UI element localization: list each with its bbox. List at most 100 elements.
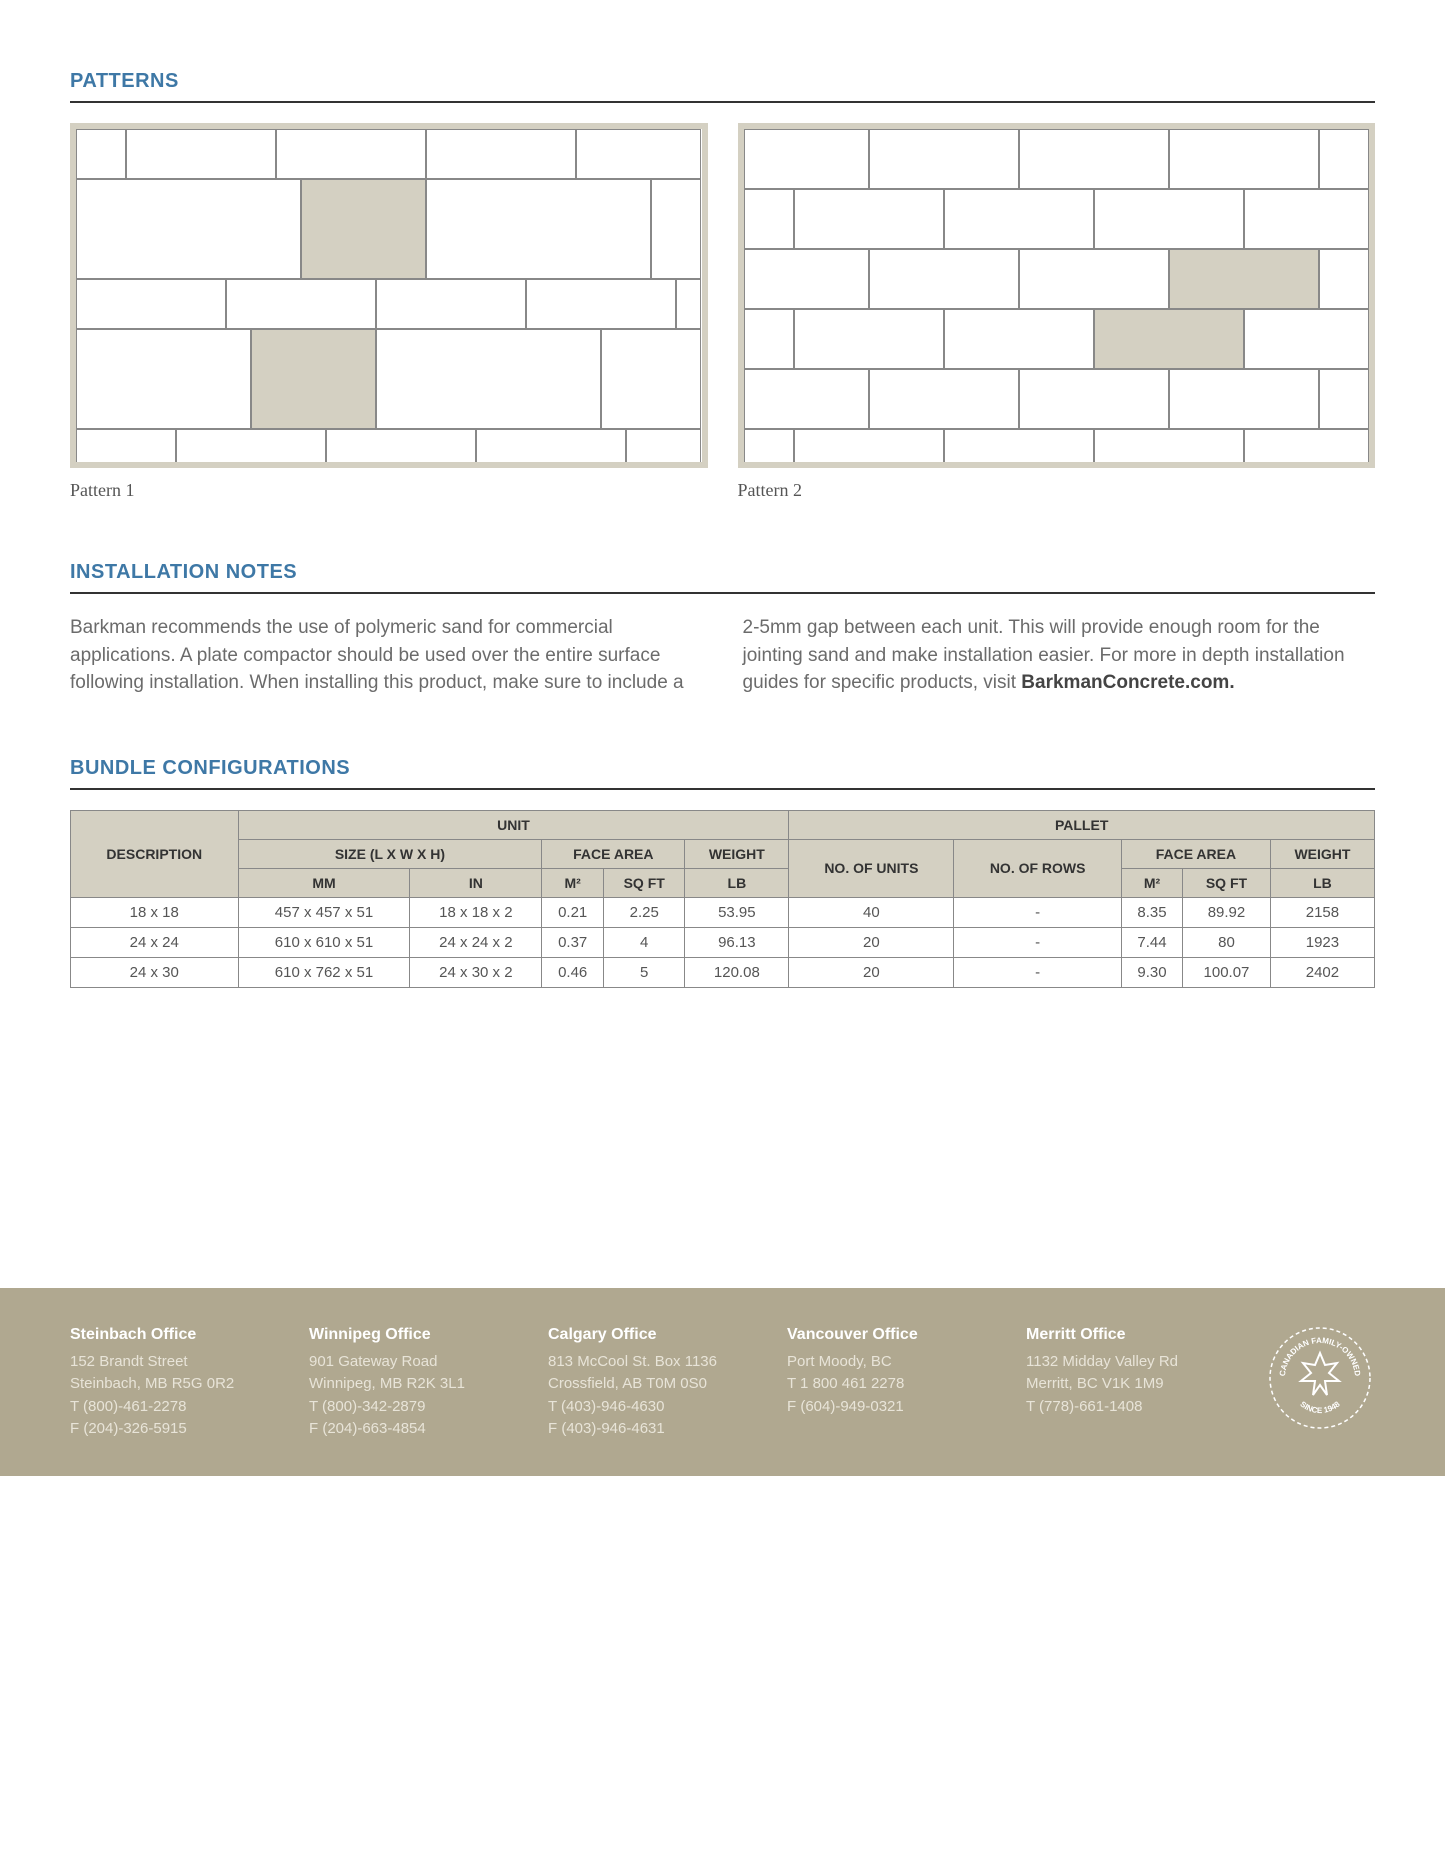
table-cell: 53.95: [685, 897, 789, 927]
office-block: Calgary Office813 McCool St. Box 1136Cro…: [548, 1323, 757, 1441]
table-row: 18 x 18457 x 457 x 5118 x 18 x 20.212.25…: [71, 897, 1375, 927]
table-cell: 0.21: [542, 897, 604, 927]
table-cell: 0.46: [542, 957, 604, 987]
table-cell: 2402: [1270, 957, 1374, 987]
pattern-tile: [476, 429, 626, 468]
office-name: Vancouver Office: [787, 1323, 996, 1347]
pattern-2-block: Pattern 2: [738, 123, 1376, 501]
install-heading: INSTALLATION NOTES: [70, 561, 1375, 594]
pattern-tile: [944, 309, 1094, 369]
pattern-1-label: Pattern 1: [70, 480, 708, 501]
bundle-table: DESCRIPTION UNIT PALLET SIZE (L X W X H)…: [70, 810, 1375, 988]
pattern-tile: [1094, 189, 1244, 249]
pattern-tile: [794, 309, 944, 369]
pattern-tile: [276, 129, 426, 179]
office-line: T (800)-342-2879: [309, 1396, 518, 1419]
pattern-tile: [794, 189, 944, 249]
office-line: 901 Gateway Road: [309, 1351, 518, 1374]
pattern-tile: [1169, 369, 1319, 429]
th-description: DESCRIPTION: [71, 810, 239, 897]
office-line: Port Moody, BC: [787, 1351, 996, 1374]
office-line: F (403)-946-4631: [548, 1418, 757, 1441]
pattern-tile: [1019, 129, 1169, 189]
pattern-tile: [1094, 429, 1244, 468]
table-cell: 18 x 18 x 2: [410, 897, 542, 927]
pattern-tile: [76, 129, 126, 179]
table-cell: 7.44: [1121, 927, 1182, 957]
table-cell: -: [954, 897, 1122, 927]
th-mm: MM: [238, 868, 410, 897]
office-line: T (403)-946-4630: [548, 1396, 757, 1419]
table-cell: 24 x 30 x 2: [410, 957, 542, 987]
footer: Steinbach Office 152 Brandt StreetSteinba…: [0, 1288, 1445, 1476]
office-line: T (778)-661-1408: [1026, 1396, 1235, 1419]
table-cell: 2158: [1270, 897, 1374, 927]
table-cell: 0.37: [542, 927, 604, 957]
pattern-tile: [1319, 249, 1369, 309]
office-name: Winnipeg Office: [309, 1323, 518, 1347]
pattern-tile: [744, 189, 794, 249]
th-m2: M²: [542, 868, 604, 897]
office-line: Steinbach, MB R5G 0R2: [70, 1373, 279, 1396]
table-cell: 5: [604, 957, 685, 987]
pattern-tile: [301, 179, 426, 279]
pattern-tile: [944, 189, 1094, 249]
patterns-heading: PATTERNS: [70, 70, 1375, 103]
office-name: Merritt Office: [1026, 1323, 1235, 1347]
bundle-heading: BUNDLE CONFIGURATIONS: [70, 757, 1375, 790]
office-line: F (204)-326-5915: [70, 1418, 279, 1441]
th-lb: LB: [685, 868, 789, 897]
table-cell: 20: [789, 957, 954, 987]
table-cell: 120.08: [685, 957, 789, 987]
pattern-tile: [76, 329, 251, 429]
pattern-2-diagram: [738, 123, 1376, 468]
pattern-tile: [76, 279, 226, 329]
office-name: Calgary Office: [548, 1323, 757, 1347]
pattern-tile: [1169, 129, 1319, 189]
pattern-tile: [1319, 129, 1369, 189]
table-cell: 2.25: [604, 897, 685, 927]
pattern-tile: [869, 369, 1019, 429]
table-cell: 610 x 762 x 51: [238, 957, 410, 987]
th-pallet-weight: WEIGHT: [1270, 839, 1374, 868]
table-cell: 89.92: [1183, 897, 1271, 927]
office-line: 813 McCool St. Box 1136: [548, 1351, 757, 1374]
pattern-tile: [326, 429, 476, 468]
table-cell: 80: [1183, 927, 1271, 957]
pattern-tile: [744, 309, 794, 369]
office-line: F (204)-663-4854: [309, 1418, 518, 1441]
pattern-tile: [1319, 369, 1369, 429]
office-line: T (800)-461-2278: [70, 1396, 279, 1419]
th-sqft: SQ FT: [604, 868, 685, 897]
th-pm2: M²: [1121, 868, 1182, 897]
office-line: Winnipeg, MB R2K 3L1: [309, 1373, 518, 1396]
pattern-1-block: Pattern 1: [70, 123, 708, 501]
th-size: SIZE (L X W X H): [238, 839, 542, 868]
table-cell: 40: [789, 897, 954, 927]
pattern-tile: [651, 179, 701, 279]
th-plb: LB: [1270, 868, 1374, 897]
office-line: 152 Brandt Street: [70, 1351, 279, 1374]
table-cell: 8.35: [1121, 897, 1182, 927]
office-line: 1132 Midday Valley Rd: [1026, 1351, 1235, 1374]
office-block: Winnipeg Office 901 Gateway RoadWinnipeg,…: [309, 1323, 518, 1441]
pattern-tile: [376, 279, 526, 329]
th-pallet: PALLET: [789, 810, 1375, 839]
pattern-1-diagram: [70, 123, 708, 468]
pattern-tile: [1244, 189, 1369, 249]
office-name: Steinbach Office: [70, 1323, 279, 1347]
table-cell: 96.13: [685, 927, 789, 957]
patterns-row: Pattern 1 Pattern 2: [70, 123, 1375, 501]
pattern-tile: [126, 129, 276, 179]
pattern-tile: [1094, 309, 1244, 369]
th-rows: NO. OF ROWS: [954, 839, 1122, 897]
pattern-tile: [526, 279, 676, 329]
pattern-tile: [869, 129, 1019, 189]
family-owned-badge: CANADIAN FAMILY-OWNED SINCE 1948: [1265, 1323, 1375, 1433]
pattern-tile: [426, 179, 651, 279]
th-unit: UNIT: [238, 810, 789, 839]
pattern-tile: [176, 429, 326, 468]
pattern-tile: [869, 249, 1019, 309]
table-cell: 1923: [1270, 927, 1374, 957]
office-block: Vancouver OfficePort Moody, BCT 1 800 46…: [787, 1323, 996, 1441]
